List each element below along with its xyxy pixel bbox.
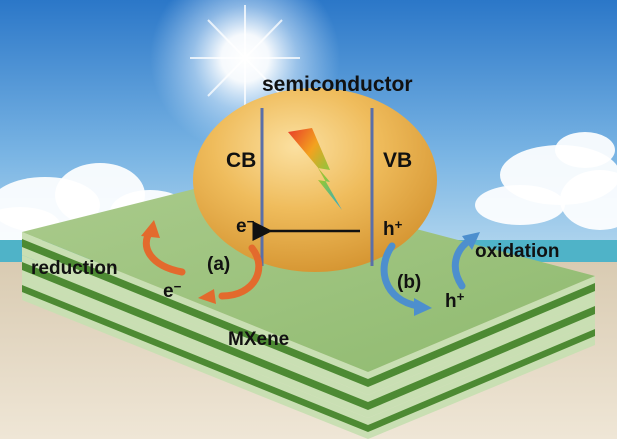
oxidation-arrows bbox=[380, 236, 474, 310]
semiconductor-particle bbox=[193, 88, 437, 272]
vb-label: VB bbox=[383, 149, 413, 172]
oxidation-label: oxidation bbox=[475, 241, 560, 262]
lightning-bolt-icon bbox=[288, 128, 342, 210]
semiconductor-label: semiconductor bbox=[262, 73, 413, 96]
cb-label: CB bbox=[226, 149, 257, 172]
hole-arrow-head bbox=[414, 298, 432, 316]
mxene-slab bbox=[22, 180, 595, 439]
sun-rays bbox=[190, 5, 300, 112]
reduction-arrow-head bbox=[141, 220, 160, 238]
electron-arrow-head bbox=[198, 289, 216, 304]
mxene-label: MXene bbox=[228, 329, 290, 350]
clouds-right bbox=[475, 132, 617, 230]
oxidation-arrow-head bbox=[462, 232, 480, 250]
step-b-label: (b) bbox=[397, 272, 422, 293]
electron-label-bottom: e− bbox=[163, 279, 182, 302]
hole-label-bottom: h+ bbox=[445, 289, 465, 312]
reduction-label: reduction bbox=[31, 258, 118, 279]
hole-label-right: h+ bbox=[383, 217, 403, 240]
step-a-label: (a) bbox=[207, 254, 231, 275]
electron-label-top: e− bbox=[236, 214, 255, 237]
